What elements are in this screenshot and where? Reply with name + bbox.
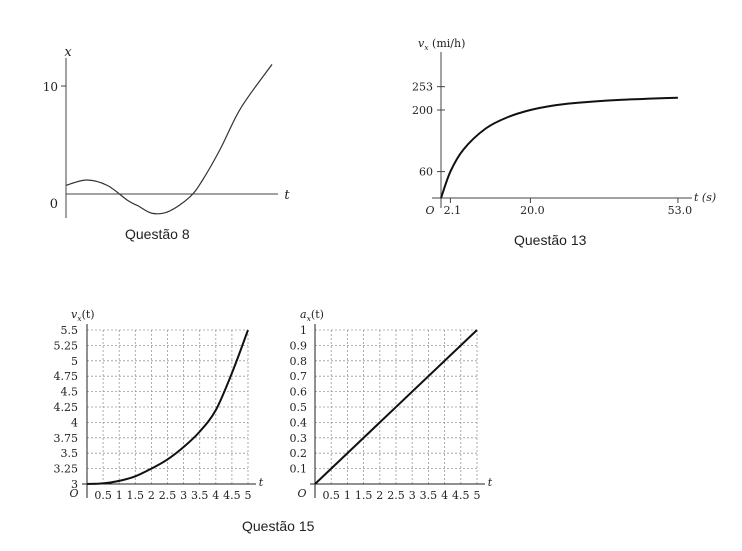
x-axis-label: t (s)	[694, 191, 716, 204]
y-tick-label: 0.3	[290, 432, 308, 445]
y-tick-label: 0.6	[290, 386, 308, 399]
x-tick-label: 4.5	[223, 489, 241, 502]
x-tick-label: 2.5	[387, 489, 405, 502]
y-tick-label: 4.25	[54, 401, 79, 414]
chart-q15-acceleration: ax(t) t O 0.5 1 1.5 2 2.5 3 3.5 4 4.5 5 0.1 0.2 0.3 0.4 0…	[290, 308, 493, 502]
origin-label: O	[69, 487, 78, 500]
y-tick-label: 5	[71, 355, 78, 368]
series-line	[65, 64, 273, 215]
x-tick-label: 4.5	[452, 489, 470, 502]
series-line	[86, 329, 249, 485]
y-tick-label: 3.5	[61, 447, 79, 460]
x-tick-label: 5	[474, 489, 481, 502]
y-axis-label: vx(t)	[71, 308, 95, 323]
series-line	[440, 96, 678, 199]
y-tick-label: 0.2	[290, 447, 308, 460]
chart-q15-velocity: vx(t)tO 0.5 1 1.5 2 2.5 3 3.5 4 4.5 533.253.53.754…	[54, 308, 264, 502]
y-tick-label: 253	[412, 81, 433, 94]
chart-q13: vx (mi/h) t (s) O 253 200 60 2.1 20.0 53.0	[412, 37, 716, 217]
y-tick-label: 0.4	[290, 416, 308, 429]
x-tick-label: 1	[344, 489, 351, 502]
y-tick-label: 200	[412, 104, 433, 117]
y-tick-label: 5.5	[61, 324, 79, 337]
x-tick-label: 53.0	[668, 204, 693, 217]
y-tick-label: 0.1	[290, 463, 308, 476]
origin-label: O	[425, 204, 434, 217]
chart-q8: x t 10 0	[43, 45, 290, 218]
y-tick-label: 4.75	[54, 370, 79, 383]
x-tick-label: 3.5	[420, 489, 438, 502]
y-tick-label: 0.8	[290, 355, 308, 368]
y-tick-label: 10	[43, 80, 58, 94]
x-axis-label: t	[488, 476, 493, 489]
y-tick-label: 0.5	[290, 401, 308, 414]
x-tick-label: 4	[441, 489, 448, 502]
x-axis-label: t	[284, 188, 290, 203]
x-tick-label: 3	[180, 489, 187, 502]
y-tick-label: 0	[50, 197, 58, 212]
y-tick-label: 5.25	[54, 339, 79, 352]
x-tick-label: 1.5	[355, 489, 373, 502]
y-tick-label: 3.25	[54, 463, 79, 476]
caption-q15: Questão 15	[242, 518, 315, 534]
y-axis-label: vx (mi/h)	[418, 37, 465, 52]
y-axis-label: x	[64, 45, 72, 60]
x-tick-label: 1.5	[127, 489, 145, 502]
y-tick-label: 4.5	[61, 386, 79, 399]
x-tick-label: 1	[116, 489, 123, 502]
x-axis-label: t	[259, 476, 264, 489]
x-tick-label: 4	[212, 489, 219, 502]
y-tick-label: 4	[71, 416, 78, 429]
x-tick-label: 0.5	[322, 489, 340, 502]
series-line	[314, 329, 478, 485]
x-tick-label: 2.5	[159, 489, 177, 502]
x-tick-label: 0.5	[94, 489, 112, 502]
y-tick-label: 60	[419, 166, 433, 179]
x-tick-label: 3.5	[191, 489, 209, 502]
caption-q13: Questão 13	[514, 232, 587, 248]
x-tick-label: 2	[376, 489, 383, 502]
y-tick-label: 3	[71, 478, 78, 491]
y-tick-label: 0.9	[290, 339, 308, 352]
x-tick-label: 3	[409, 489, 416, 502]
x-tick-label: 2.1	[444, 204, 462, 217]
x-tick-label: 20.0	[520, 204, 545, 217]
y-tick-label: 1	[300, 324, 307, 337]
x-tick-label: 2	[148, 489, 155, 502]
caption-q8: Questão 8	[125, 226, 190, 242]
y-tick-label: 3.75	[54, 432, 79, 445]
x-tick-label: 5	[245, 489, 252, 502]
y-axis-label: ax(t)	[300, 308, 324, 323]
y-tick-label: 0.7	[290, 370, 308, 383]
origin-label: O	[297, 487, 306, 500]
